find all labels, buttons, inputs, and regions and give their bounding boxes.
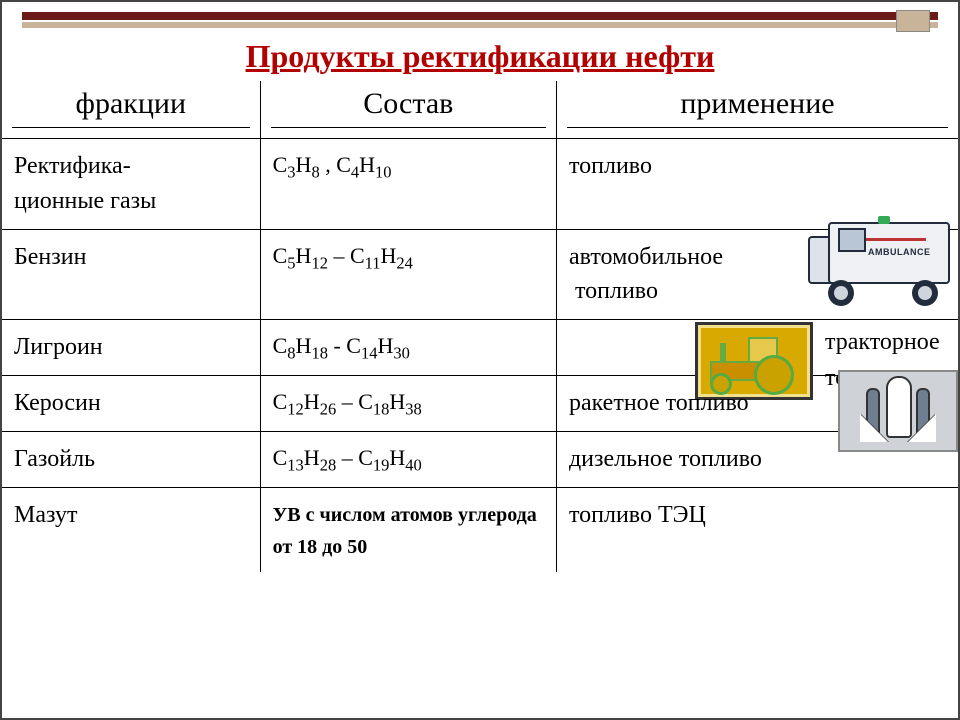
slide-title: Продукты ректификации нефти bbox=[2, 38, 958, 75]
corner-accent-box bbox=[896, 10, 930, 32]
cell-composition: C12H26 – C18H38 bbox=[260, 375, 556, 431]
slide-title-text: Продукты ректификации нефти bbox=[246, 38, 715, 74]
cell-composition: C13H28 – C19H40 bbox=[260, 431, 556, 487]
cell-composition: C3H8 , C4H10 bbox=[260, 139, 556, 230]
application-text: ракетное топливо bbox=[569, 390, 749, 416]
cell-composition: УВ с числом атомов углерода от 18 до 50 bbox=[260, 487, 556, 572]
cell-application: автомобильное топливо AMBULANCE bbox=[556, 229, 958, 320]
table-row: МазутУВ с числом атомов углерода от 18 д… bbox=[2, 487, 958, 572]
cell-fraction: Мазут bbox=[2, 487, 260, 572]
application-text: топливо ТЭЦ bbox=[569, 502, 706, 528]
col-header-composition: Состав bbox=[260, 81, 556, 139]
slide: Продукты ректификации нефти фракции Сост… bbox=[0, 0, 960, 720]
cell-application: топливо ТЭЦ bbox=[556, 487, 958, 572]
cell-composition: C8H18 - C14H30 bbox=[260, 320, 556, 376]
cell-application: тракторноетопливо bbox=[556, 320, 958, 376]
cell-application: дизельное топливо bbox=[556, 431, 958, 487]
table-row: ЛигроинC8H18 - C14H30 тракторноетопливо bbox=[2, 320, 958, 376]
table-row: ГазойльC13H28 – C19H40 дизельное топливо bbox=[2, 431, 958, 487]
application-text: топливо bbox=[569, 153, 652, 179]
cell-fraction: Лигроин bbox=[2, 320, 260, 376]
cell-fraction: Газойль bbox=[2, 431, 260, 487]
cell-composition: C5H12 – C11H24 bbox=[260, 229, 556, 320]
col-header-application-text: применение bbox=[680, 87, 834, 120]
table-header-row: фракции Состав применение bbox=[2, 81, 958, 139]
cell-fraction: Керосин bbox=[2, 375, 260, 431]
application-text: автомобильное топливо bbox=[569, 244, 723, 305]
cell-application: ракетное топливо bbox=[556, 375, 958, 431]
fractions-table: фракции Состав применение Ректифика-цион… bbox=[2, 81, 958, 572]
col-header-fraction: фракции bbox=[2, 81, 260, 139]
col-header-composition-text: Состав bbox=[363, 87, 453, 120]
cell-fraction: Бензин bbox=[2, 229, 260, 320]
ambulance-icon: AMBULANCE bbox=[808, 214, 958, 304]
cell-fraction: Ректифика-ционные газы bbox=[2, 139, 260, 230]
application-text: дизельное топливо bbox=[569, 446, 762, 472]
col-header-fraction-text: фракции bbox=[76, 87, 187, 120]
table-row: БензинC5H12 – C11H24автомобильное топлив… bbox=[2, 229, 958, 320]
table-row: КеросинC12H26 – C18H38 ракетное топливо bbox=[2, 375, 958, 431]
top-rule-main bbox=[22, 12, 938, 20]
col-header-application: применение bbox=[556, 81, 958, 139]
top-rule-sub bbox=[22, 22, 938, 28]
